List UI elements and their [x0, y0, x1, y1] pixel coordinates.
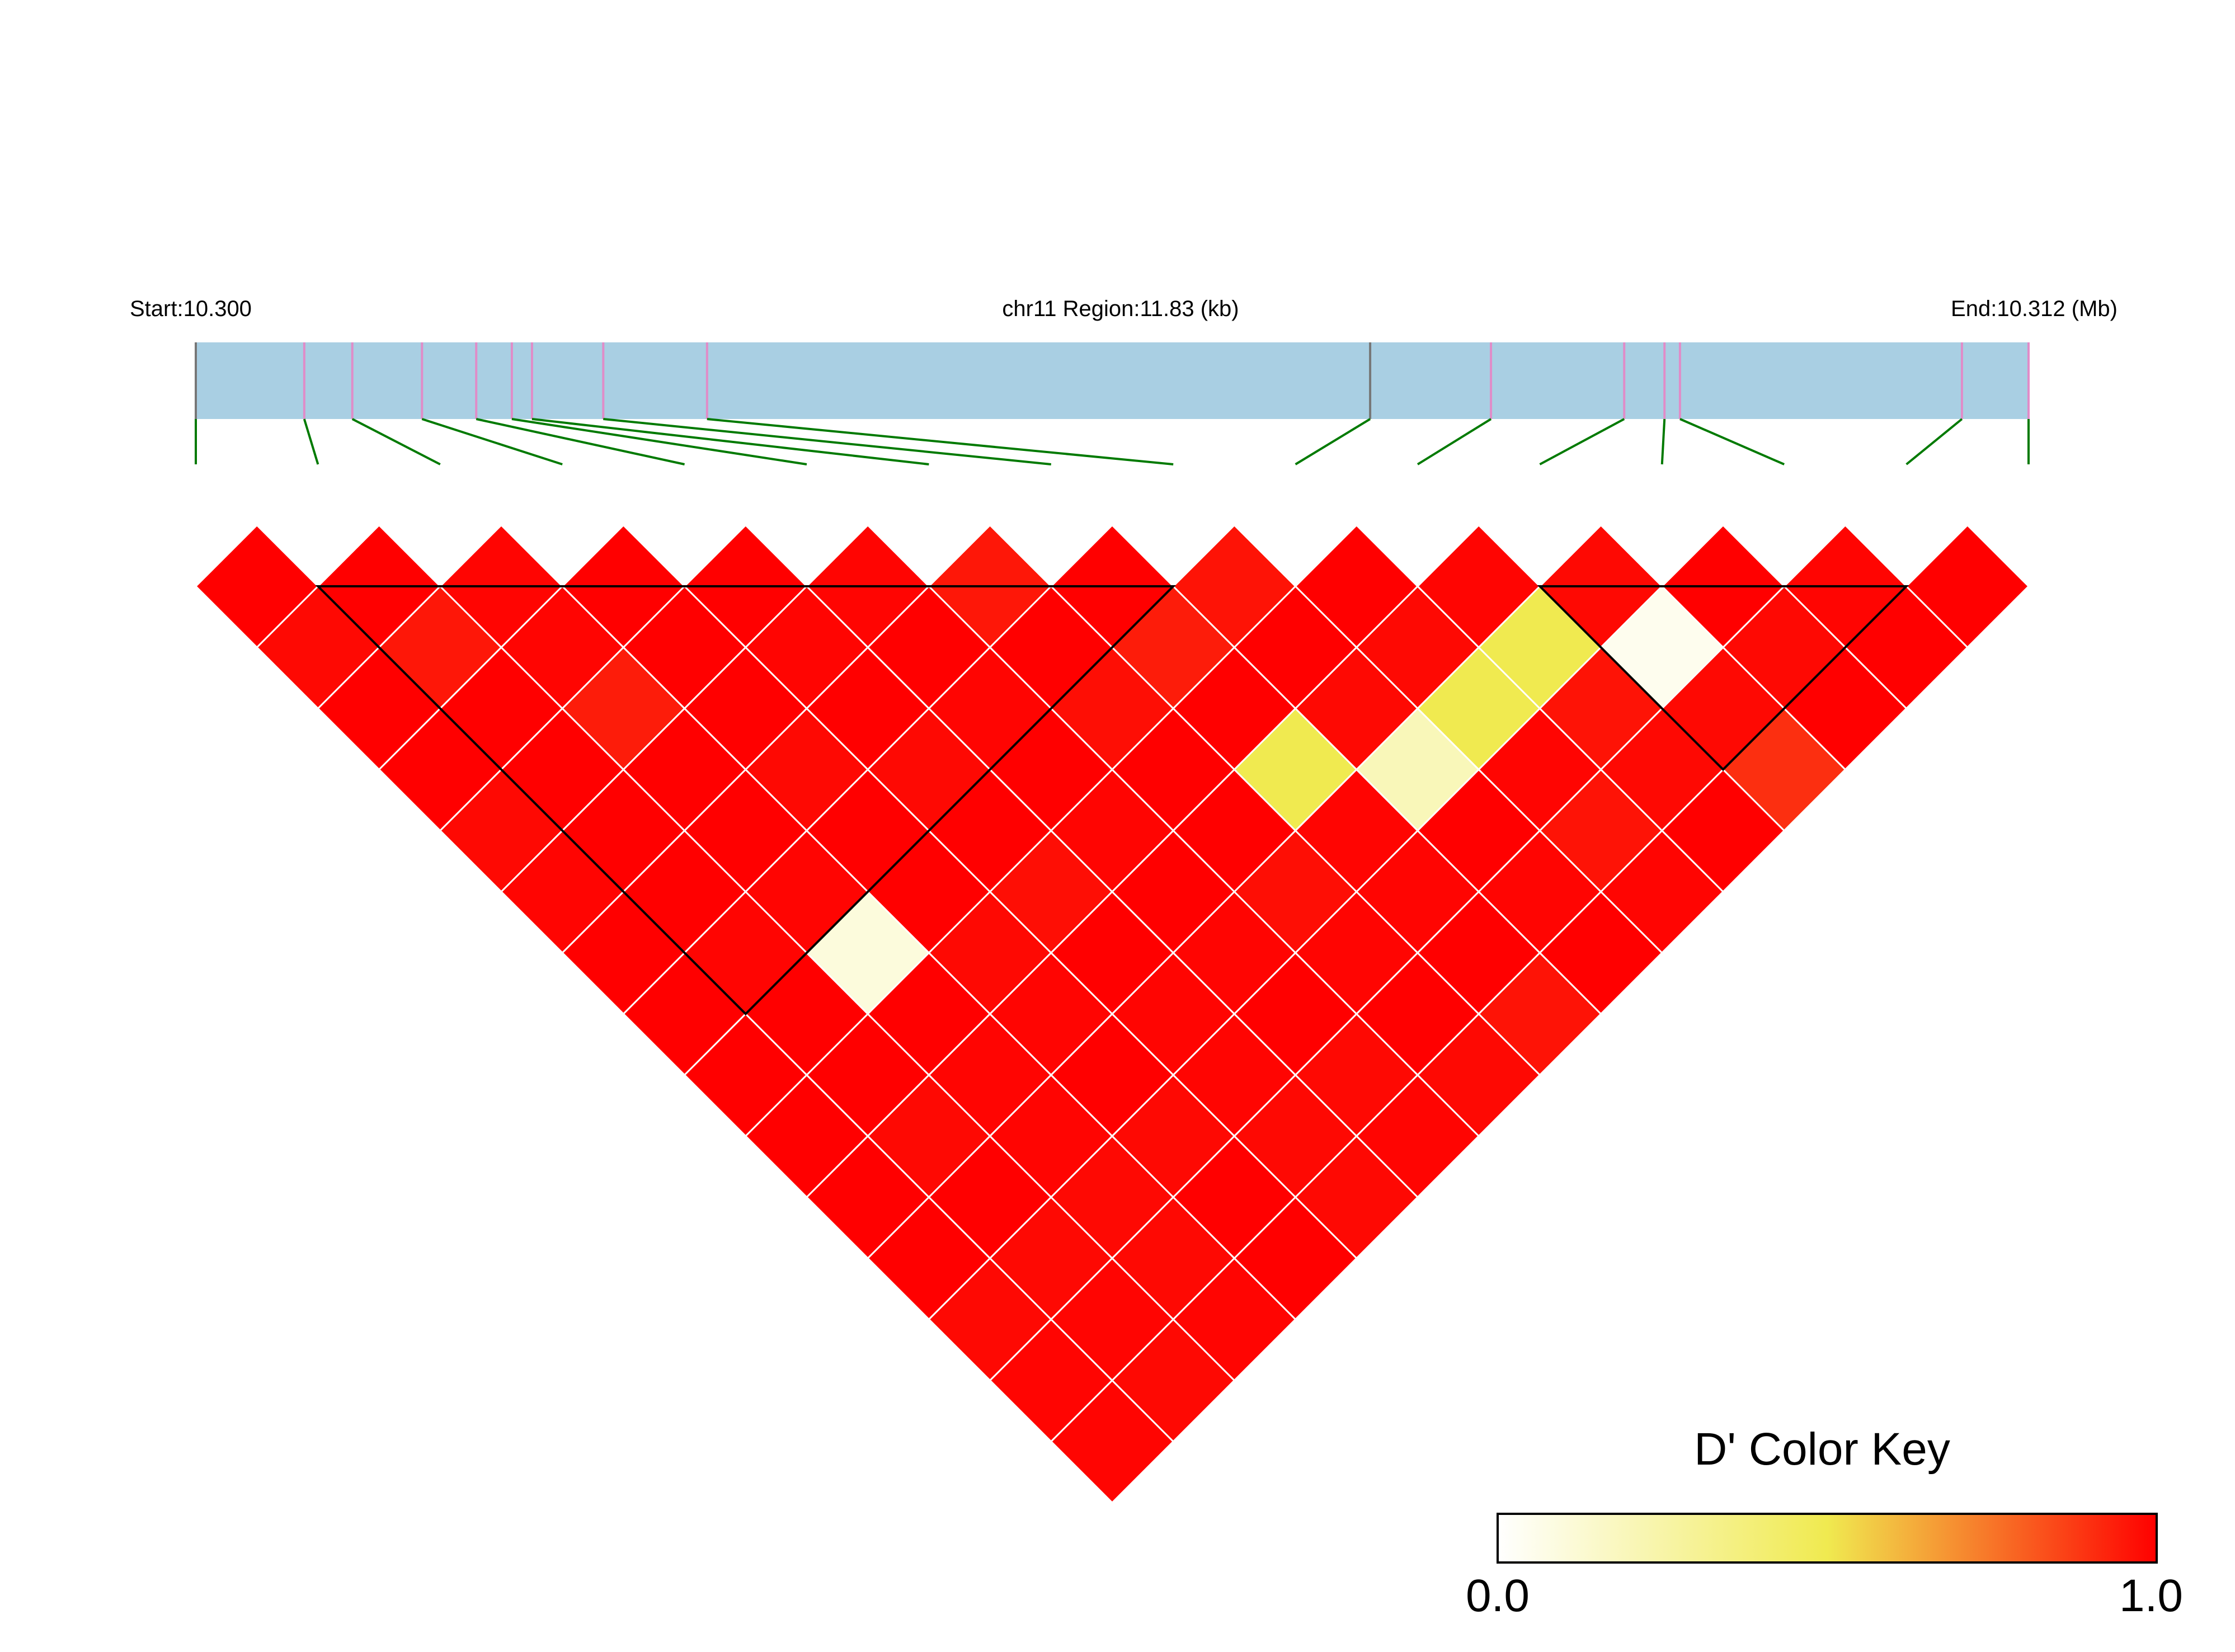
- snp-connector-4: [421, 418, 563, 465]
- snp-connector-9: [707, 418, 1174, 465]
- region-start-label: Start:10.300: [130, 296, 252, 321]
- color-key-gradient-bar: [1497, 1513, 2158, 1564]
- snp-connector-13: [1660, 418, 1666, 465]
- snp-connector-5: [476, 418, 685, 465]
- genomic-region-track: [196, 342, 2029, 419]
- snp-connector-6: [511, 418, 807, 465]
- snp-connector-7: [531, 418, 929, 465]
- color-key-title: D' Color Key: [1694, 1424, 1950, 1475]
- snp-connector-15: [1905, 418, 1963, 465]
- ld-cell-15-16: [1905, 524, 2030, 649]
- haplotype-block-1: [315, 585, 1177, 1016]
- snp-connector-12: [1539, 418, 1625, 465]
- color-key-min-label: 0.0: [1466, 1570, 1530, 1621]
- color-key: D' Color Key 0.0 1.0: [1466, 1424, 2183, 1621]
- haplotype-block-2: [1537, 585, 1909, 771]
- snp-connector-3: [351, 418, 441, 465]
- haplotype-block-outlines: [315, 585, 1909, 1016]
- snp-connector-8: [603, 418, 1052, 465]
- region-end-label: End:10.312 (Mb): [1951, 296, 2118, 321]
- snp-connector-2: [303, 418, 319, 465]
- snp-position-ticks: [195, 342, 2030, 419]
- snp-connector-11: [1417, 418, 1492, 465]
- snp-connector-10: [1295, 418, 1371, 465]
- snp-connector-lines: [195, 418, 2030, 465]
- color-key-max-label: 1.0: [2119, 1570, 2183, 1621]
- region-center-label: chr11 Region:11.83 (kb): [1002, 296, 1239, 321]
- ld-cells: [194, 524, 2030, 1504]
- snp-connector-14: [1679, 418, 1785, 465]
